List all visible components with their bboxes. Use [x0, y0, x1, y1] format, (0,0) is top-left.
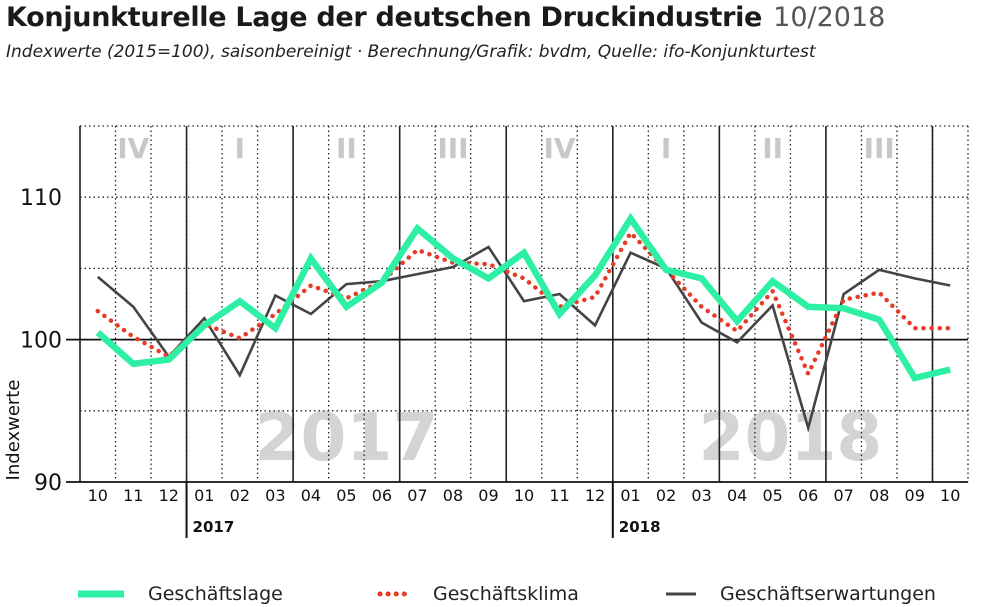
x-tick-label: 06 [372, 486, 392, 505]
title-row: Konjunkturelle Lage der deutschen Drucki… [6, 2, 885, 33]
legend-item-geschaeftsklima: Geschäftsklima [377, 581, 579, 607]
series-line-geschaeftslage [95, 212, 951, 382]
x-tick-label: 03 [265, 486, 285, 505]
quarter-label: I [235, 132, 245, 165]
quarter-label: I [661, 132, 671, 165]
chart-title: Konjunkturelle Lage der deutschen Drucki… [6, 2, 763, 33]
x-tick-label: 04 [727, 486, 747, 505]
x-tick-label: 11 [549, 486, 569, 505]
x-tick-label: 09 [905, 486, 925, 505]
x-tick-label: 11 [123, 486, 143, 505]
series-line-geschaeftserwartungen [96, 245, 951, 433]
x-tick-label: 06 [798, 486, 818, 505]
x-tick-label: 10 [88, 486, 108, 505]
y-tick-label: 90 [34, 471, 62, 496]
year-label: 2018 [619, 518, 661, 536]
legend-swatch-geschaeftsklima [377, 591, 411, 597]
y-tick-label: 100 [20, 329, 62, 354]
y-axis-label: Indexwerte [3, 380, 24, 481]
year-label: 2017 [193, 518, 235, 536]
x-tick-label: 08 [869, 486, 889, 505]
x-tick-label: 04 [301, 486, 321, 505]
x-tick-label: 01 [194, 486, 214, 505]
x-tick-label: 09 [478, 486, 498, 505]
x-tick-label: 08 [443, 486, 463, 505]
legend-item-geschaeftslage: Geschäftslage [76, 581, 283, 607]
chart-date: 10/2018 [773, 2, 886, 33]
x-tick-label: 03 [691, 486, 711, 505]
legend-label-geschaeftserwartungen: Geschäftserwartungen [720, 583, 936, 605]
legend-swatch-geschaeftserwartungen [666, 592, 696, 596]
chart-subtitle: Indexwerte (2015=100), saisonbereinigt ·… [6, 42, 816, 62]
x-tick-label: 12 [159, 486, 179, 505]
legend-swatch-geschaeftslage [78, 590, 124, 598]
x-tick-label: 07 [407, 486, 427, 505]
year-watermark: 2017 [255, 399, 439, 476]
legend-label-geschaeftsklima: Geschäftsklima [433, 583, 579, 605]
x-tick-label: 02 [656, 486, 676, 505]
series-line-geschaeftsklima [95, 229, 953, 380]
x-tick-label: 05 [762, 486, 782, 505]
x-tick-label: 12 [585, 486, 605, 505]
x-tick-label: 07 [834, 486, 854, 505]
quarter-label: IV [117, 132, 149, 165]
y-tick-label: 110 [20, 186, 62, 211]
x-tick-label: 10 [514, 486, 534, 505]
x-tick-label: 02 [230, 486, 250, 505]
quarter-label: II [336, 132, 357, 165]
quarter-label: II [762, 132, 783, 165]
x-tick-label: 05 [336, 486, 356, 505]
legend-label-geschaeftslage: Geschäftslage [148, 583, 283, 605]
quarter-label: IV [543, 132, 575, 165]
quarter-label: III [437, 132, 468, 165]
x-tick-label: 01 [620, 486, 640, 505]
x-tick-label: 10 [940, 486, 960, 505]
legend-item-geschaeftserwartungen: Geschäftserwartungen [666, 581, 936, 607]
quarter-label: III [864, 132, 895, 165]
